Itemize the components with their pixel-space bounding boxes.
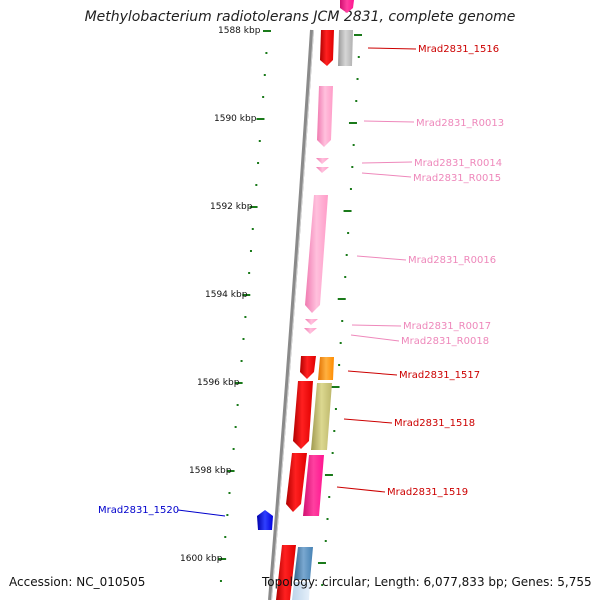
scale-label: 1596 kbp: [197, 378, 240, 388]
gene-feature[interactable]: [303, 455, 324, 516]
genome-backbone: [268, 29, 314, 600]
gene-label[interactable]: Mrad2831_R0017: [403, 321, 491, 332]
leader-line: [347, 370, 398, 376]
gene-feature[interactable]: [305, 319, 318, 325]
leader-line: [367, 47, 417, 50]
leader-line: [343, 418, 393, 424]
gene-feature[interactable]: [304, 328, 317, 334]
gene-feature[interactable]: [276, 545, 296, 600]
gene-feature[interactable]: [257, 510, 273, 530]
scale-label: 1590 kbp: [214, 114, 257, 124]
gene-feature[interactable]: [338, 30, 353, 66]
accession-text: Accession: NC_010505: [9, 575, 146, 589]
gene-label[interactable]: Mrad2831_1518: [394, 418, 475, 429]
gene-feature[interactable]: [316, 167, 329, 173]
gene-feature[interactable]: [311, 383, 332, 450]
gene-label[interactable]: Mrad2831_1520: [98, 505, 179, 516]
inner-ticks: [317, 34, 362, 586]
scale-label: 1600 kbp: [180, 554, 223, 564]
genome-backbone-highlight: [271, 29, 314, 600]
gene-feature[interactable]: [292, 582, 310, 600]
gene-label[interactable]: Mrad2831_R0015: [413, 173, 501, 184]
map-title: Methylobacterium radiotolerans JCM 2831,…: [84, 9, 516, 25]
scale-label: 1592 kbp: [210, 202, 253, 212]
gene-feature[interactable]: [320, 30, 334, 66]
leader-line: [351, 324, 402, 327]
gene-label[interactable]: Mrad2831_1519: [387, 487, 468, 498]
leader-line: [356, 255, 407, 261]
gene-feature[interactable]: [318, 357, 334, 380]
gene-label[interactable]: Mrad2831_1516: [418, 44, 499, 55]
leader-line: [361, 172, 412, 178]
leader-line: [363, 120, 415, 123]
scale-label: 1594 kbp: [205, 290, 248, 300]
leader-line: [350, 334, 400, 342]
leader-line: [336, 486, 386, 493]
gene-label[interactable]: Mrad2831_R0016: [408, 255, 496, 266]
gene-feature[interactable]: [316, 158, 329, 164]
gene-feature[interactable]: [340, 0, 354, 13]
gene-feature[interactable]: [294, 547, 313, 580]
gene-label[interactable]: Mrad2831_R0013: [416, 118, 504, 129]
scale-label: 1588 kbp: [218, 26, 261, 36]
gene-label[interactable]: Mrad2831_1517: [399, 370, 480, 381]
scale-label: 1598 kbp: [189, 466, 232, 476]
topology-text: Topology: circular; Length: 6,077,833 bp…: [262, 575, 592, 589]
gene-feature[interactable]: [300, 356, 316, 379]
leader-line: [177, 509, 226, 517]
gene-feature[interactable]: [293, 381, 313, 449]
gene-feature[interactable]: [317, 86, 333, 147]
gene-label[interactable]: Mrad2831_R0014: [414, 158, 502, 169]
scale-ticks: [218, 30, 271, 582]
gene-label[interactable]: Mrad2831_R0018: [401, 336, 489, 347]
leader-line: [361, 161, 413, 164]
gene-feature[interactable]: [286, 453, 307, 512]
gene-feature[interactable]: [305, 195, 328, 313]
